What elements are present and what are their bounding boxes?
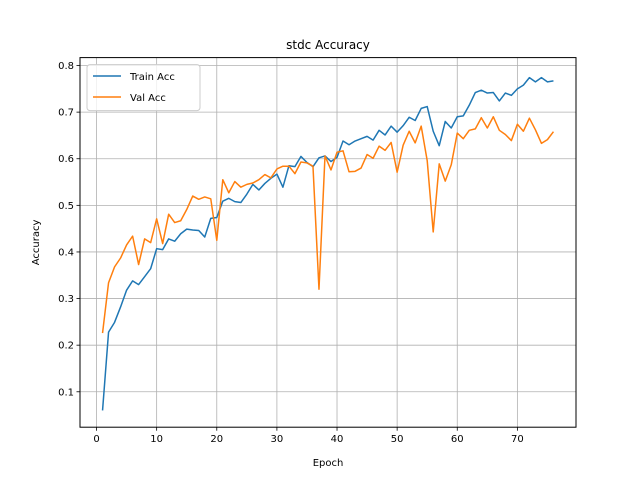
y-tick-label: 0.2 xyxy=(58,341,74,352)
y-tick-label: 0.6 xyxy=(58,154,74,165)
legend-label-train-acc: Train Acc xyxy=(129,72,175,83)
series-layer xyxy=(101,76,555,411)
plot-frame xyxy=(79,57,577,428)
chart-title: stdc Accuracy xyxy=(286,38,370,52)
x-axis-label: Epoch xyxy=(313,458,344,469)
x-tick-label: 30 xyxy=(271,434,284,445)
legend-label-val-acc: Val Acc xyxy=(130,93,166,104)
y-tick-label: 0.5 xyxy=(58,201,74,212)
y-axis-label: Accuracy xyxy=(31,219,42,265)
x-ticks: 0 10 20 30 40 50 60 70 xyxy=(93,427,524,445)
x-tick-label: 0 xyxy=(93,434,99,445)
x-tick-label: 50 xyxy=(391,434,404,445)
x-tick-label: 20 xyxy=(210,434,223,445)
x-tick-label: 10 xyxy=(150,434,163,445)
series-line-train-acc xyxy=(101,76,554,411)
legend: Train Acc Val Acc xyxy=(86,64,201,112)
x-tick-label: 40 xyxy=(331,434,344,445)
y-tick-label: 0.8 xyxy=(58,61,74,72)
y-tick-label: 0.7 xyxy=(58,108,74,119)
x-tick-label: 60 xyxy=(451,434,464,445)
y-tick-label: 0.3 xyxy=(58,294,74,305)
series-line-val-acc xyxy=(101,116,555,334)
y-ticks: 0.1 0.2 0.3 0.4 0.5 0.6 0.7 0.8 xyxy=(58,61,80,398)
y-tick-label: 0.4 xyxy=(58,247,74,258)
y-tick-label: 0.1 xyxy=(58,387,74,398)
x-tick-label: 70 xyxy=(511,434,524,445)
